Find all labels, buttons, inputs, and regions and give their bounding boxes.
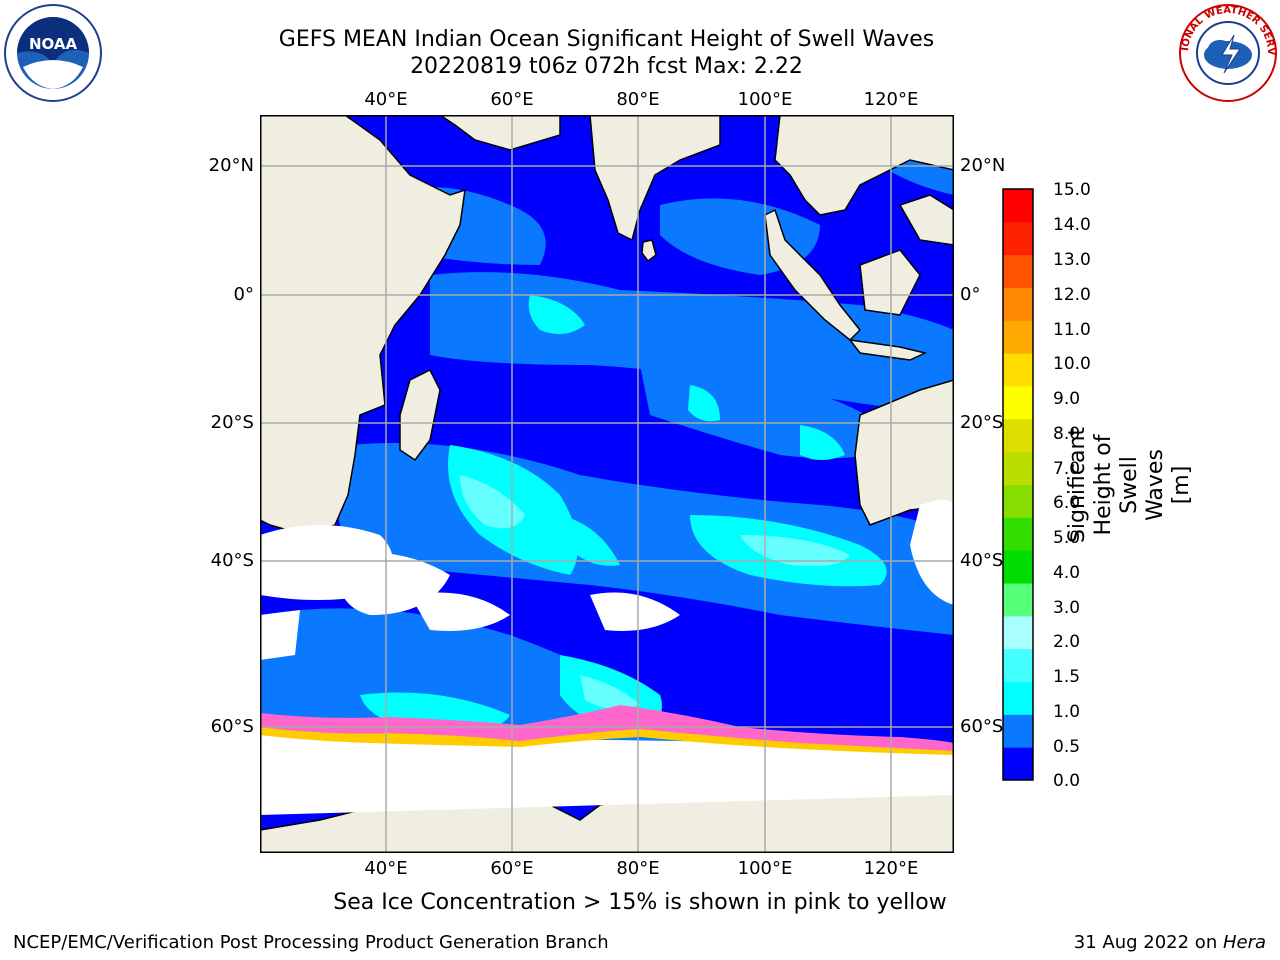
colorbar-tick: 10.0 — [1053, 354, 1091, 374]
lon-tick-bottom: 80°E — [616, 858, 660, 879]
lon-tick-top: 120°E — [863, 89, 919, 110]
map-title: GEFS MEAN Indian Ocean Significant Heigh… — [278, 27, 935, 52]
colorbar-tick: 8.0 — [1053, 424, 1081, 444]
colorbar-tick: 15.0 — [1053, 180, 1091, 200]
footer-credit: NCEP/EMC/Verification Post Processing Pr… — [13, 932, 609, 953]
nws-logo: NATIONAL WEATHER SERVICE — [1178, 3, 1277, 102]
footer-date-text: 31 Aug 2022 on — [1073, 932, 1223, 953]
colorbar-tick: 4.0 — [1053, 563, 1081, 583]
colorbar-tick: 13.0 — [1053, 250, 1091, 270]
sea-ice-fringe — [260, 705, 954, 755]
colorbar-segment — [1003, 517, 1033, 551]
colorbar-segment — [1003, 615, 1033, 650]
colorbar-label: Significant Height of Swell Waves [m] — [1065, 426, 1195, 544]
colorbar-tick: 0.0 — [1053, 771, 1081, 791]
colorbar-segment — [1003, 681, 1033, 715]
colorbar-tick: 1.5 — [1053, 667, 1081, 687]
colorbar-segment — [1003, 221, 1033, 256]
lat-tick-left: 0° — [233, 284, 254, 305]
colorbar-segment — [1003, 648, 1033, 682]
colorbar-segment — [1003, 451, 1033, 485]
colorbar-tick: 7.0 — [1053, 459, 1081, 479]
colorbar-tick: 14.0 — [1053, 215, 1091, 235]
map-frame — [260, 115, 954, 853]
swell-zone-1-5 — [460, 475, 850, 709]
lon-tick-bottom: 100°E — [737, 858, 793, 879]
lon-tick-top: 40°E — [364, 89, 408, 110]
lon-tick-bottom: 120°E — [863, 858, 919, 879]
footer-date: 31 Aug 2022 on Hera — [1074, 932, 1266, 953]
sea-ice-caption: Sea Ice Concentration > 15% is shown in … — [333, 890, 947, 915]
lon-tick-bottom: 60°E — [490, 858, 534, 879]
colorbar-tick: 1.0 — [1053, 702, 1081, 722]
lat-tick-right: 0° — [960, 284, 981, 305]
lon-tick-top: 60°E — [490, 89, 534, 110]
colorbar-segment — [1003, 583, 1033, 617]
lat-tick-left: 60°S — [210, 716, 254, 737]
colorbar-tick: 9.0 — [1053, 389, 1081, 409]
lat-tick-left: 20°N — [208, 155, 254, 176]
colorbar-segment — [1003, 484, 1033, 518]
colorbar-frame — [1002, 188, 1034, 781]
noaa-logo-text: NOAA — [29, 35, 78, 53]
swell-height-map — [260, 115, 954, 853]
colorbar-segments — [1003, 189, 1033, 781]
lat-tick-right: 60°S — [960, 716, 1004, 737]
colorbar-segment — [1003, 320, 1033, 354]
colorbar-segment — [1003, 550, 1033, 584]
map-subtitle: 20220819 t06z 072h fcst Max: 2.22 — [410, 54, 803, 79]
colorbar-tick: 6.0 — [1053, 493, 1081, 513]
lat-tick-right: 20°S — [960, 412, 1004, 433]
colorbar-tick: 0.5 — [1053, 737, 1081, 757]
colorbar-segment — [1003, 287, 1033, 321]
colorbar-tick: 2.0 — [1053, 632, 1081, 652]
colorbar-segment — [1003, 353, 1033, 387]
colorbar-segment — [1003, 714, 1033, 748]
colorbar-segment — [1003, 418, 1033, 453]
colorbar-tick: 3.0 — [1053, 598, 1081, 618]
colorbar-tick: 12.0 — [1053, 285, 1091, 305]
colorbar — [1002, 188, 1034, 781]
graticule — [260, 115, 954, 853]
lon-tick-bottom: 40°E — [364, 858, 408, 879]
footer-machine: Hera — [1222, 932, 1266, 953]
lat-tick-right: 20°N — [960, 155, 1006, 176]
colorbar-segment — [1003, 254, 1033, 288]
lat-tick-left: 20°S — [210, 412, 254, 433]
colorbar-segment — [1003, 386, 1033, 420]
lon-tick-top: 80°E — [616, 89, 660, 110]
lon-tick-top: 100°E — [737, 89, 793, 110]
noaa-logo: NOAA — [4, 4, 102, 102]
colorbar-segment — [1003, 747, 1033, 781]
lat-tick-left: 40°S — [210, 550, 254, 571]
colorbar-label-wrap: Significant Height of Swell Waves [m] — [1065, 190, 1194, 780]
colorbar-tick: 11.0 — [1053, 320, 1091, 340]
colorbar-segment — [1003, 189, 1033, 223]
lat-tick-right: 40°S — [960, 550, 1004, 571]
colorbar-tick: 5.0 — [1053, 528, 1081, 548]
no-data-area — [260, 500, 954, 815]
